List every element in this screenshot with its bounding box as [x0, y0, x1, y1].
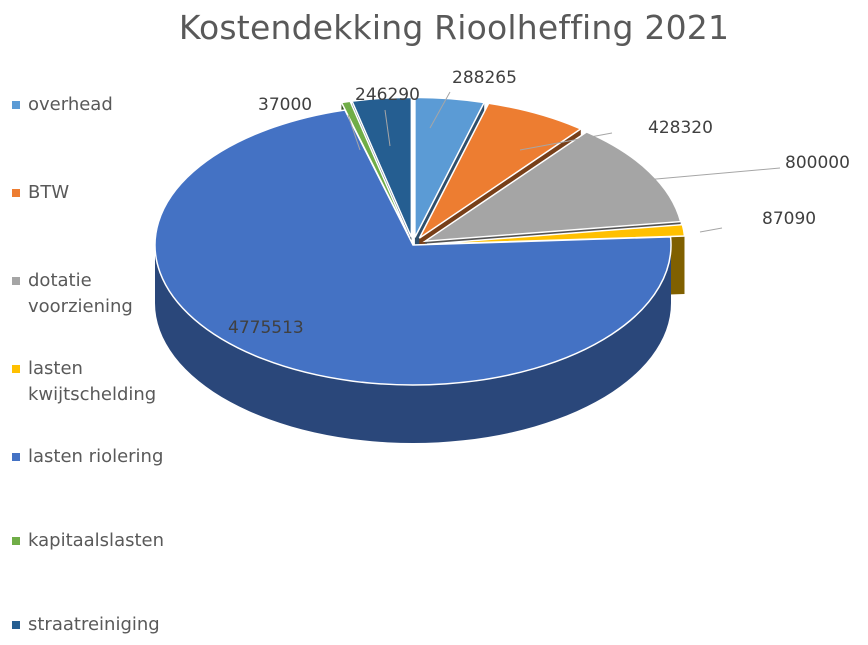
data-label: 288265 — [452, 68, 517, 88]
pie-slice — [350, 96, 413, 238]
legend-item: straatreiniging — [12, 612, 188, 638]
leader-line — [429, 91, 451, 129]
legend-swatch — [12, 189, 20, 197]
leader-line — [644, 167, 781, 181]
data-label: 428320 — [648, 118, 713, 138]
pie-slice — [426, 223, 686, 245]
legend-label: straatreiniging — [28, 614, 160, 635]
legend-label: lasten kwijtschelding — [28, 358, 157, 405]
legend-label: lasten riolering — [28, 446, 164, 467]
legend-label: kapitaalslasten — [28, 530, 165, 551]
legend-swatch — [12, 101, 20, 109]
leader-line — [384, 109, 391, 147]
legend-item: lasten riolering — [12, 444, 188, 470]
legend-item: BTW — [12, 180, 188, 206]
data-label: 87090 — [762, 209, 816, 229]
legend-item: kapitaalslasten — [12, 528, 188, 554]
leader-line — [699, 227, 723, 233]
pie-slice — [154, 109, 672, 386]
legend-swatch — [12, 453, 20, 461]
pie-slice — [422, 131, 682, 243]
data-label: 246290 — [355, 85, 420, 105]
legend-swatch — [12, 277, 20, 285]
leader-line — [347, 114, 361, 151]
chart-title: Kostendekking Rioolheffing 2021 — [178, 8, 730, 47]
legend-swatch — [12, 365, 20, 373]
legend-item: overhead — [12, 92, 188, 118]
legend-item: lasten kwijtschelding — [12, 356, 188, 408]
legend-label: BTW — [28, 182, 70, 203]
legend-swatch — [12, 621, 20, 629]
legend-label: overhead — [28, 94, 113, 115]
pie-slice — [414, 96, 486, 238]
legend-label: dotatie voorziening — [28, 270, 133, 317]
slice-outer-wall — [155, 245, 671, 443]
legend-swatch — [12, 537, 20, 545]
data-label: 800000 — [785, 153, 850, 173]
data-label: 37000 — [258, 95, 312, 115]
legend-item: dotatie voorziening — [12, 268, 188, 320]
leader-line — [519, 132, 613, 151]
pie-slice — [340, 100, 411, 238]
data-label: 4775513 — [228, 318, 304, 338]
pie-slice — [418, 102, 583, 239]
